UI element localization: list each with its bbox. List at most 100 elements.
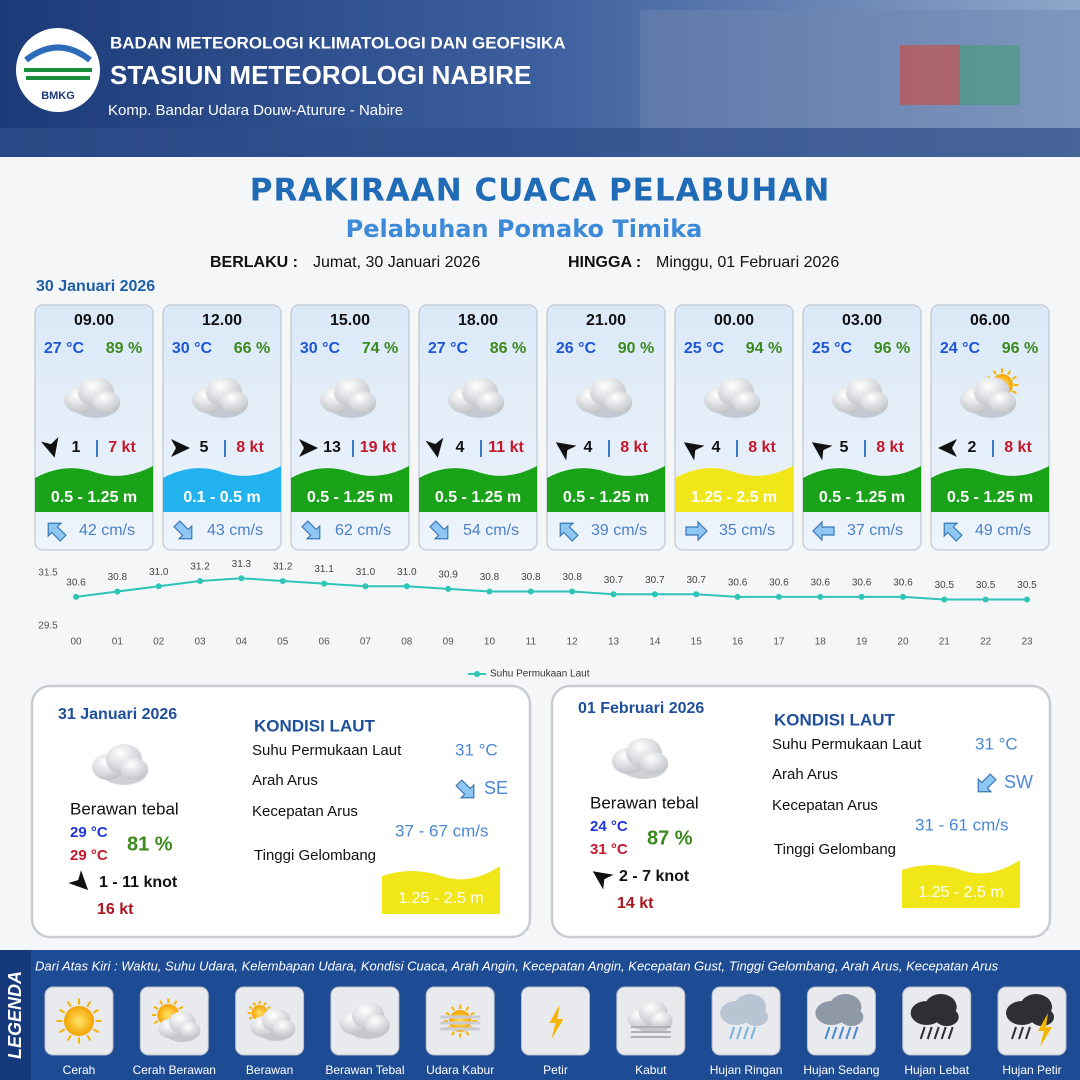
current-speed-value: 37 - 67 cm/s xyxy=(395,821,489,840)
card-time: 15.00 xyxy=(330,312,370,329)
value-label: 30.6 xyxy=(769,577,789,588)
floor xyxy=(0,128,1080,157)
forecast-card: 06.00 24 °C 96 % 2 8 kt 0.5 - 1.25 m 49 cm/s xyxy=(930,304,1050,551)
daily-panels: 31 Januari 2026 Berawan tebal 29 °C 29 °C 81… xyxy=(30,684,1052,939)
card-wave: 0.5 - 1.25 m xyxy=(307,489,393,506)
y-tick-label: 29.5 xyxy=(38,621,58,632)
title: PRAKIRAAN CUACA PELABUHAN xyxy=(250,173,831,209)
current-speed-value: 31 - 61 cm/s xyxy=(915,815,1009,834)
current-arrow-shape xyxy=(429,520,449,540)
sst-chart: 29.5 31.5 00 01 02 03 04 05 06 07 08 09 10 11 12 13 14 15… xyxy=(38,559,1037,680)
value-label: 30.5 xyxy=(976,580,996,591)
cloud-part xyxy=(1030,1008,1054,1026)
x-tick-label: 11 xyxy=(526,637,537,648)
station: STASIUN METEOROLOGI NABIRE xyxy=(110,60,531,90)
legend-item: Berawan Tebal xyxy=(325,986,404,1077)
sun-ray xyxy=(66,1034,72,1041)
current-arrow xyxy=(173,520,193,540)
x-tick-label: 06 xyxy=(319,637,331,648)
legend-entry: Suhu Permukaan Laut xyxy=(490,669,590,680)
value-label: 30.7 xyxy=(645,575,665,586)
current-arrow-shape xyxy=(943,522,963,542)
wind-arrow xyxy=(592,871,614,890)
sst-label: Suhu Permukaan Laut xyxy=(252,742,402,759)
current-arrow xyxy=(812,520,835,542)
sun-ray xyxy=(1011,390,1017,395)
card-time: 09.00 xyxy=(74,312,114,329)
current-arrow xyxy=(301,520,321,540)
point xyxy=(279,577,286,584)
rain xyxy=(831,1026,838,1040)
header: BMKG BADAN METEOROLOGI KLIMATOLOGI DAN G… xyxy=(0,0,1080,157)
point xyxy=(899,593,906,600)
address: Komp. Bandar Udara Douw-Aturure - Nabire xyxy=(108,102,403,119)
card-humidity: 96 % xyxy=(874,340,910,357)
legend-label: Cerah xyxy=(63,1063,96,1077)
x-tick-label: 02 xyxy=(153,637,165,648)
point xyxy=(155,583,162,590)
x-tick-label: 04 xyxy=(236,637,248,648)
wind-arrow xyxy=(683,442,705,461)
rain xyxy=(852,1026,859,1040)
panel-gust: 14 kt xyxy=(617,895,654,912)
sea-title: KONDISI LAUT xyxy=(254,716,376,735)
legend-description: Dari Atas Kiri : Waktu, Suhu Udara, Kele… xyxy=(35,958,999,973)
forecast-card: 09.00 27 °C 89 % 1 7 kt 0.5 - 1.25 m 42 cm/s xyxy=(34,304,154,551)
cloud-icon xyxy=(448,377,504,418)
cloud-part xyxy=(732,391,760,413)
day-panel: 31 Januari 2026 Berawan tebal 29 °C 29 °C 81… xyxy=(30,684,532,939)
value-label: 31.2 xyxy=(190,562,210,573)
sun-ray xyxy=(992,370,997,376)
card-current: 43 cm/s xyxy=(207,522,263,539)
sun-ray xyxy=(1007,370,1012,376)
card-gust: 8 kt xyxy=(876,439,904,456)
cloud-icon xyxy=(576,377,632,418)
forecast-card: 12.00 30 °C 66 % 5 8 kt 0.1 - 0.5 m 43 cm/s xyxy=(162,304,282,551)
rain xyxy=(729,1026,736,1040)
sun-ray xyxy=(445,1011,451,1016)
wave-shape xyxy=(382,866,500,914)
legend-strip xyxy=(0,950,31,1080)
value-label: 30.7 xyxy=(604,575,624,586)
cloud-part xyxy=(120,758,148,780)
legend-item: Hujan Ringan xyxy=(710,986,783,1077)
wave-shape xyxy=(803,466,921,512)
panel-condition: Berawan tebal xyxy=(590,793,699,812)
panel-temp-min: 29 °C xyxy=(70,824,108,841)
card-wind-speed: 2 xyxy=(968,439,977,456)
point xyxy=(693,591,700,598)
sun-ray xyxy=(86,1001,92,1008)
card-gust: 8 kt xyxy=(1004,439,1032,456)
cloud-part xyxy=(604,391,632,413)
legend-label: Hujan Ringan xyxy=(710,1063,783,1077)
rain xyxy=(845,1026,852,1040)
rain xyxy=(838,1026,845,1040)
current-arrow-shape xyxy=(455,779,475,799)
card-wind-speed: 5 xyxy=(200,439,209,456)
rain xyxy=(824,1026,831,1040)
current-dir-label: Arah Arus xyxy=(252,772,318,789)
sun-ray xyxy=(86,1034,92,1041)
card-wave: 1.25 - 2.5 m xyxy=(691,489,777,506)
value-label: 30.6 xyxy=(728,577,748,588)
cloud-icon xyxy=(64,377,120,418)
x-tick-label: 07 xyxy=(360,637,372,648)
sun-ray xyxy=(248,1006,253,1010)
x-tick-label: 17 xyxy=(773,637,785,648)
value-label: 30.6 xyxy=(811,577,831,588)
line xyxy=(75,577,1027,601)
point xyxy=(114,588,121,595)
current-dir-value: SW xyxy=(1004,772,1033,792)
wave-label: Tinggi Gelombang xyxy=(774,841,896,858)
current-arrow-shape xyxy=(812,520,835,542)
sst-value: 31 °C xyxy=(975,734,1018,753)
cloud-part xyxy=(934,1008,959,1026)
sun-ray xyxy=(266,1006,271,1010)
wave-shape xyxy=(902,860,1020,908)
point xyxy=(775,593,782,600)
forecast-card: 15.00 30 °C 74 % 13 19 kt 0.5 - 1.25 m 62 cm/s xyxy=(290,304,410,551)
card-wind-speed: 5 xyxy=(840,439,849,456)
legend-marker xyxy=(474,671,480,677)
x-tick-label: 16 xyxy=(732,637,744,648)
sun-ray xyxy=(252,1002,257,1006)
